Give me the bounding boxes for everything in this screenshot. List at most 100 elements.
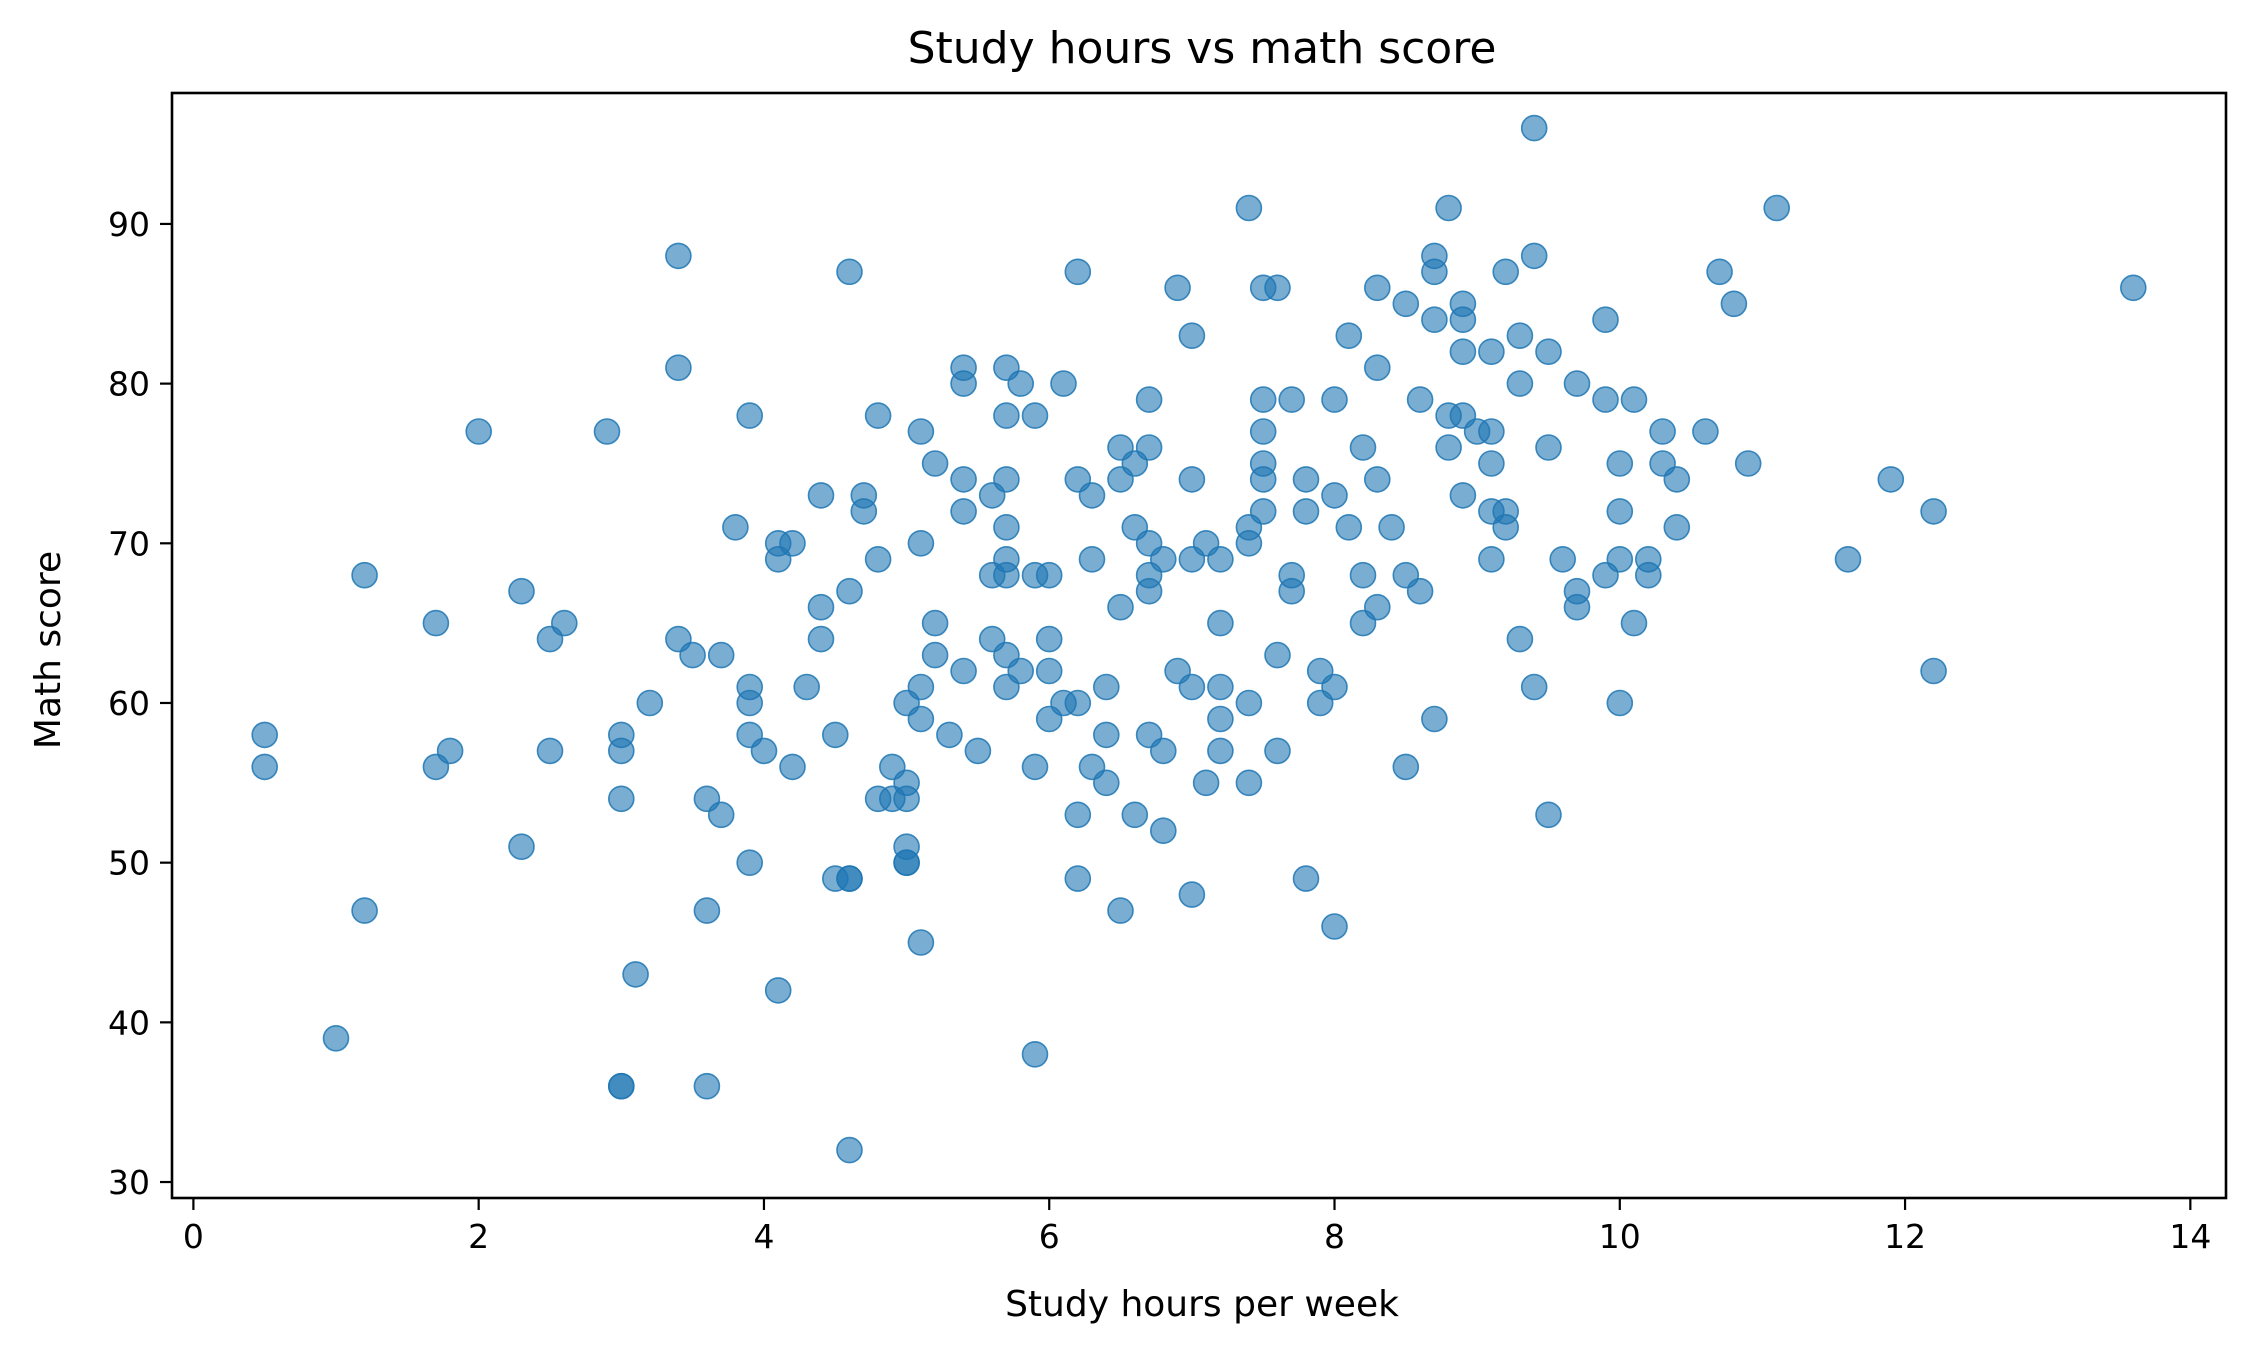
data-point [993, 561, 1020, 589]
x-tick-label: 2 [468, 1217, 489, 1256]
data-point [1093, 721, 1120, 749]
data-point [1278, 577, 1305, 605]
data-point [1620, 609, 1648, 637]
data-point [1606, 689, 1634, 717]
data-point [1249, 418, 1277, 445]
data-point [1692, 418, 1719, 445]
data-point [764, 977, 792, 1004]
data-point [907, 529, 935, 557]
points-layer [251, 114, 2147, 1164]
data-point [1706, 258, 1733, 286]
data-point [993, 402, 1020, 429]
data-point [1335, 322, 1363, 350]
data-point [1392, 753, 1420, 781]
x-tick-label: 4 [753, 1217, 774, 1256]
data-point [607, 1072, 635, 1100]
data-point [1321, 482, 1348, 509]
data-point [750, 737, 778, 765]
data-point [1364, 593, 1391, 621]
y-axis-label: Math score [28, 551, 69, 749]
data-point [1321, 386, 1348, 413]
data-point [1264, 274, 1291, 302]
data-point [1321, 913, 1348, 940]
data-point [1178, 322, 1206, 350]
data-point [1364, 274, 1391, 302]
data-point [1107, 897, 1134, 924]
data-point [422, 609, 450, 637]
data-point [1207, 705, 1234, 733]
x-tick-label: 14 [2169, 1217, 2211, 1256]
data-point [907, 705, 935, 733]
data-point [1035, 657, 1063, 685]
data-point [1620, 386, 1648, 413]
data-point [1264, 737, 1291, 765]
data-point [679, 641, 706, 669]
data-point [665, 242, 692, 270]
data-point [707, 641, 735, 669]
data-point [607, 785, 635, 813]
data-point [807, 482, 835, 509]
data-point [1093, 673, 1120, 701]
data-point [1635, 561, 1662, 589]
data-point [1549, 545, 1576, 573]
data-point [1207, 737, 1234, 765]
data-point [1421, 258, 1448, 286]
data-point [1734, 450, 1762, 477]
data-point [1606, 545, 1634, 573]
data-point [1135, 434, 1163, 461]
data-point [1449, 306, 1477, 334]
data-point [1007, 657, 1035, 685]
data-point [779, 529, 806, 557]
data-point [1535, 434, 1562, 461]
data-point [1135, 577, 1163, 605]
data-point [1178, 673, 1206, 701]
data-point [1349, 561, 1377, 589]
data-point [1178, 881, 1206, 908]
data-point [1292, 466, 1320, 493]
data-point [1520, 673, 1548, 701]
x-tick-label: 12 [1884, 1217, 1926, 1256]
data-point [950, 657, 977, 685]
data-point [1078, 545, 1106, 573]
data-point [836, 577, 863, 605]
data-point [821, 721, 849, 749]
data-point [1492, 258, 1519, 286]
data-point [1235, 689, 1263, 717]
data-point [1235, 529, 1263, 557]
data-point [836, 258, 863, 286]
data-point [1763, 194, 1790, 222]
data-point [1007, 370, 1035, 397]
data-point [1021, 753, 1049, 781]
data-point [1292, 865, 1320, 892]
data-point [1478, 338, 1505, 366]
data-point [1050, 370, 1077, 397]
data-point [322, 1025, 350, 1052]
data-point [1563, 593, 1591, 621]
data-point [707, 801, 735, 829]
data-point [1035, 561, 1063, 589]
data-point [1064, 689, 1092, 717]
data-point [836, 1136, 863, 1164]
data-point [1421, 705, 1448, 733]
data-point [1249, 498, 1277, 525]
data-point [1107, 593, 1134, 621]
data-point [1535, 801, 1562, 829]
data-point [1278, 386, 1305, 413]
data-point [1192, 769, 1220, 797]
data-point [1834, 545, 1862, 573]
data-point [1121, 801, 1149, 829]
data-point [1207, 609, 1234, 637]
data-point [1506, 625, 1534, 653]
y-tick-label: 60 [108, 684, 150, 723]
data-point [793, 673, 821, 701]
data-point [1021, 402, 1049, 429]
y-tick-label: 30 [108, 1163, 150, 1202]
data-point [993, 466, 1020, 493]
data-point [508, 577, 535, 605]
y-tick-label: 90 [108, 205, 150, 244]
data-point [693, 897, 721, 924]
x-axis-label: Study hours per week [1005, 1284, 1399, 1325]
data-point [1920, 657, 1947, 685]
